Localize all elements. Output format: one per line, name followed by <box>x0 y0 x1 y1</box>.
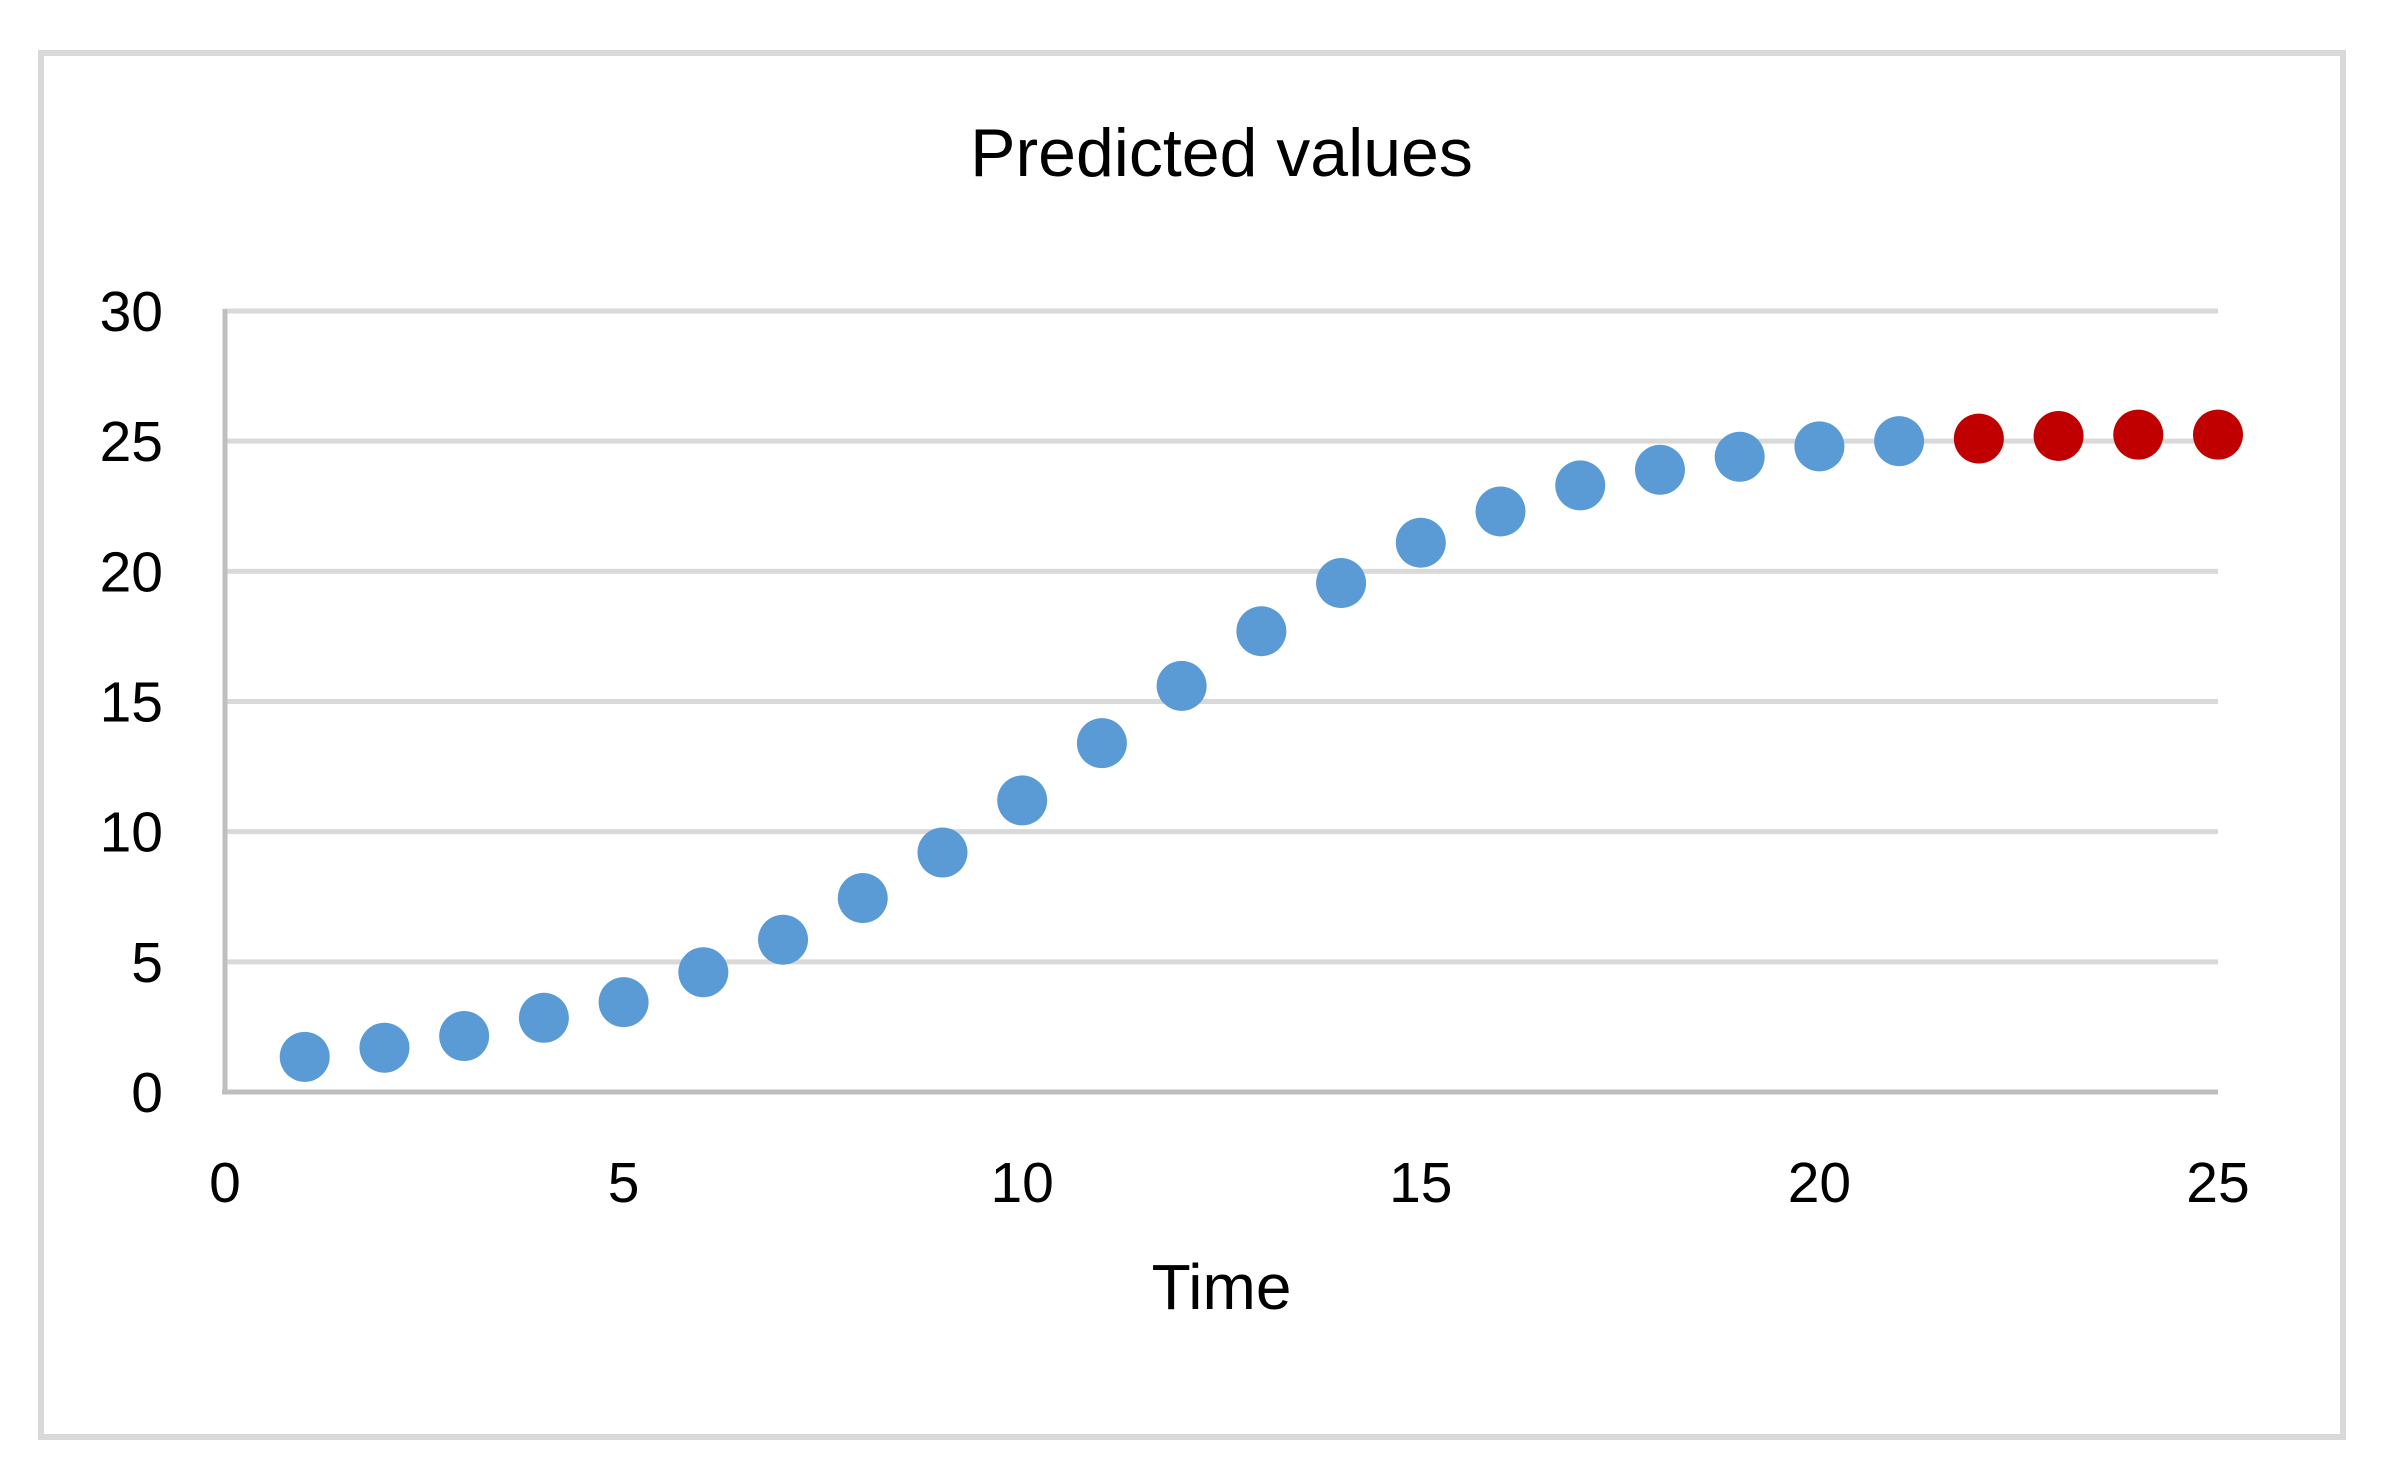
y-tick-label: 25 <box>100 410 163 474</box>
data-point-predicted <box>1634 444 1685 495</box>
data-point-predicted <box>997 775 1048 826</box>
data-point-predicted <box>1156 660 1207 711</box>
x-tick-label: 20 <box>1788 1151 1851 1215</box>
data-point-forecast <box>2193 409 2243 460</box>
chart-border-frame <box>38 50 2346 1440</box>
data-point-predicted <box>758 914 809 965</box>
data-point-forecast <box>2113 409 2164 460</box>
x-axis-title: Time <box>1151 1251 1292 1323</box>
chart-title: Predicted values <box>970 115 1473 191</box>
x-tick-label: 15 <box>1389 1151 1452 1215</box>
data-point-predicted <box>1076 718 1127 769</box>
y-tick-label: 30 <box>100 280 163 344</box>
data-point-predicted <box>598 977 649 1028</box>
y-tick-label: 20 <box>100 540 163 604</box>
data-point-predicted <box>1395 517 1446 568</box>
data-point-predicted <box>1794 421 1845 472</box>
data-point-predicted <box>1874 416 1925 467</box>
x-tick-label: 25 <box>2186 1151 2249 1215</box>
data-point-predicted <box>1475 486 1526 537</box>
data-point-predicted <box>279 1031 330 1082</box>
data-point-predicted <box>1236 606 1287 657</box>
data-point-predicted <box>439 1011 490 1062</box>
data-point-predicted <box>359 1022 410 1073</box>
data-point-predicted <box>837 873 888 924</box>
data-point-predicted <box>1555 460 1606 511</box>
y-tick-label: 15 <box>100 671 163 735</box>
data-point-forecast <box>2033 410 2084 461</box>
data-point-predicted <box>1316 558 1367 609</box>
data-point-predicted <box>518 992 569 1043</box>
x-tick-label: 0 <box>209 1151 241 1215</box>
x-tick-label: 10 <box>990 1151 1053 1215</box>
y-tick-label: 10 <box>100 801 163 865</box>
data-point-predicted <box>917 827 968 878</box>
y-tick-label: 0 <box>131 1061 163 1125</box>
data-point-forecast <box>1953 413 2004 464</box>
data-point-predicted <box>678 947 729 998</box>
data-point-predicted <box>1714 431 1765 482</box>
y-tick-label: 5 <box>131 931 163 995</box>
x-tick-label: 5 <box>608 1151 640 1215</box>
